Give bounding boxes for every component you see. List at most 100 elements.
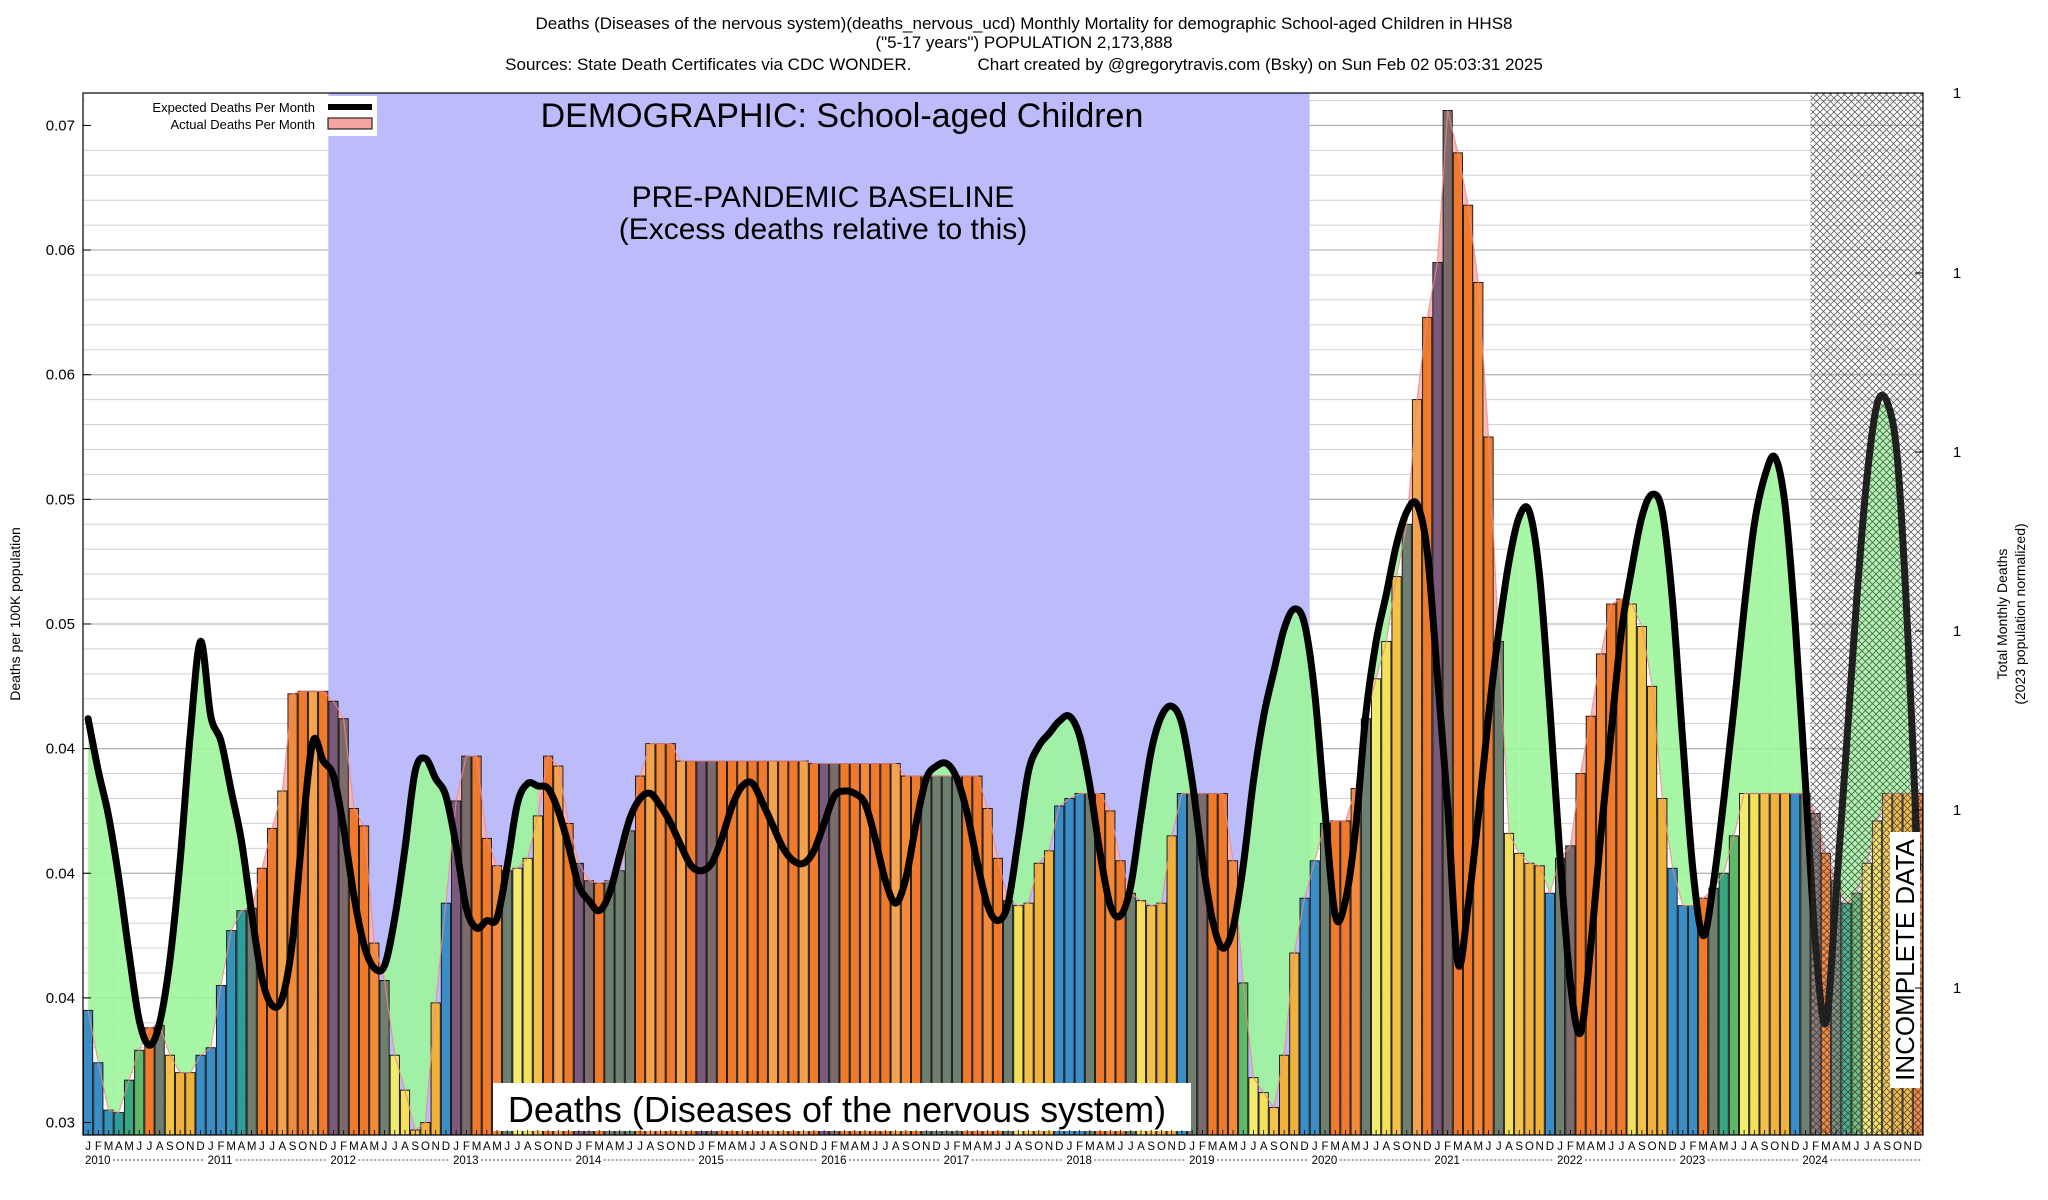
- bar: [1544, 892, 1555, 1135]
- x-month-label: M: [1576, 1141, 1586, 1153]
- bar: [1452, 152, 1463, 1135]
- x-month-label: A: [606, 1141, 614, 1153]
- bar: [256, 867, 267, 1135]
- bar: [1238, 982, 1249, 1135]
- bar: [1207, 793, 1218, 1135]
- bar: [1514, 852, 1525, 1135]
- x-month-label: D: [1546, 1141, 1554, 1153]
- x-month-label: M: [717, 1141, 727, 1153]
- x-month-label: M: [472, 1141, 482, 1153]
- x-month-label: O: [544, 1141, 553, 1153]
- x-month-label: M: [1842, 1141, 1852, 1153]
- x-year-label: 2023: [1680, 1155, 1706, 1167]
- x-month-label: J: [1251, 1141, 1257, 1153]
- y2-axis-label-line-1: Total Monthly Deaths: [1994, 549, 2010, 680]
- baseline-shade: [328, 93, 1310, 1135]
- x-month-label: A: [974, 1141, 982, 1153]
- x-month-label: O: [1280, 1141, 1289, 1153]
- x-month-label: N: [186, 1141, 194, 1153]
- x-month-label: M: [962, 1141, 972, 1153]
- bar: [1728, 835, 1739, 1135]
- bar: [164, 1054, 175, 1135]
- bar: [675, 760, 687, 1135]
- x-month-label: A: [1382, 1141, 1390, 1153]
- x-month-label: J: [872, 1141, 878, 1153]
- x-month-label: J: [883, 1141, 889, 1153]
- bar: [1575, 773, 1586, 1135]
- bar: [359, 825, 370, 1135]
- deficit-fill-segment: [415, 758, 426, 1131]
- x-month-label: J: [1373, 1141, 1379, 1153]
- x-month-label: F: [1812, 1141, 1819, 1153]
- x-month-label: O: [1034, 1141, 1043, 1153]
- x-month-label: A: [1710, 1141, 1718, 1153]
- x-month-label: D: [1300, 1141, 1308, 1153]
- x-month-label: A: [1628, 1141, 1636, 1153]
- x-month-label: M: [492, 1141, 502, 1153]
- x-month-label: A: [728, 1141, 736, 1153]
- bar: [849, 763, 860, 1135]
- x-month-label: D: [442, 1141, 450, 1153]
- bar: [880, 763, 891, 1135]
- y-tick-label: 0.06: [46, 242, 75, 259]
- bar: [1524, 862, 1535, 1135]
- x-month-label: D: [319, 1141, 327, 1153]
- x-month-label: J: [1240, 1141, 1246, 1153]
- bar: [1391, 576, 1402, 1135]
- deficit-fill-segment: [1161, 706, 1172, 904]
- x-month-label: J: [750, 1141, 756, 1153]
- demographic-label: DEMOGRAPHIC: School-aged Children: [541, 97, 1144, 135]
- x-month-label: N: [1045, 1141, 1053, 1153]
- bar: [808, 763, 819, 1135]
- legend-swatch-actual: [327, 117, 373, 130]
- x-month-label: O: [1157, 1141, 1166, 1153]
- bar: [778, 760, 789, 1135]
- x-month-label: F: [463, 1141, 470, 1153]
- x-month-label: O: [1648, 1141, 1657, 1153]
- incomplete-label-group: INCOMPLETE DATA: [1890, 832, 1920, 1088]
- bar: [1718, 872, 1729, 1135]
- x-month-label: F: [708, 1141, 715, 1153]
- chart-title-line-2: ("5-17 years") POPULATION 2,173,888: [875, 33, 1172, 52]
- incomplete-data-label: INCOMPLETE DATA: [1890, 838, 1920, 1080]
- x-month-label: O: [421, 1141, 430, 1153]
- chart-title-line-3: Sources: State Death Certificates via CD…: [505, 55, 1543, 74]
- x-month-label: A: [115, 1141, 123, 1153]
- bar: [1503, 832, 1515, 1135]
- bar: [123, 1079, 135, 1135]
- x-month-label: F: [1567, 1141, 1574, 1153]
- x-month-label: M: [1106, 1141, 1116, 1153]
- x-year-label: 2010: [85, 1155, 111, 1167]
- x-month-label: J: [1731, 1141, 1737, 1153]
- bar: [798, 760, 809, 1135]
- x-month-label: M: [983, 1141, 993, 1153]
- legend-entry-expected: Expected Deaths Per Month: [152, 100, 315, 115]
- deficit-fill-segment: [210, 716, 221, 1048]
- x-month-label: A: [238, 1141, 246, 1153]
- deficit-fill-segment: [1785, 504, 1796, 794]
- y-tick-label: 0.03: [46, 1115, 75, 1132]
- x-month-label: N: [1904, 1141, 1912, 1153]
- deficit-fill-segment: [1754, 476, 1765, 794]
- x-month-label: N: [1781, 1141, 1789, 1153]
- deficit-fill-segment: [1284, 609, 1295, 1056]
- x-month-label: A: [1096, 1141, 1104, 1153]
- x-month-label: S: [902, 1141, 910, 1153]
- x-month-label: M: [594, 1141, 604, 1153]
- x-month-label: D: [1914, 1141, 1922, 1153]
- x-month-label: A: [1260, 1141, 1268, 1153]
- baseline-region: [328, 93, 1310, 1135]
- expected-line-layer: [84, 391, 1922, 1049]
- x-month-label: S: [534, 1141, 542, 1153]
- x-month-label: A: [769, 1141, 777, 1153]
- x-year-label: 2012: [330, 1155, 356, 1167]
- deficit-fill-segment: [1764, 456, 1775, 794]
- deficit-fill-segment: [1049, 721, 1060, 851]
- x-month-label: J: [637, 1141, 643, 1153]
- bar: [267, 827, 278, 1135]
- incomplete-label-background: [1890, 832, 1920, 1088]
- x-month-label: N: [922, 1141, 930, 1153]
- deficit-fill-segment: [1141, 751, 1152, 906]
- y2-tick-label: 1: [1953, 85, 1961, 102]
- bar: [1739, 793, 1750, 1135]
